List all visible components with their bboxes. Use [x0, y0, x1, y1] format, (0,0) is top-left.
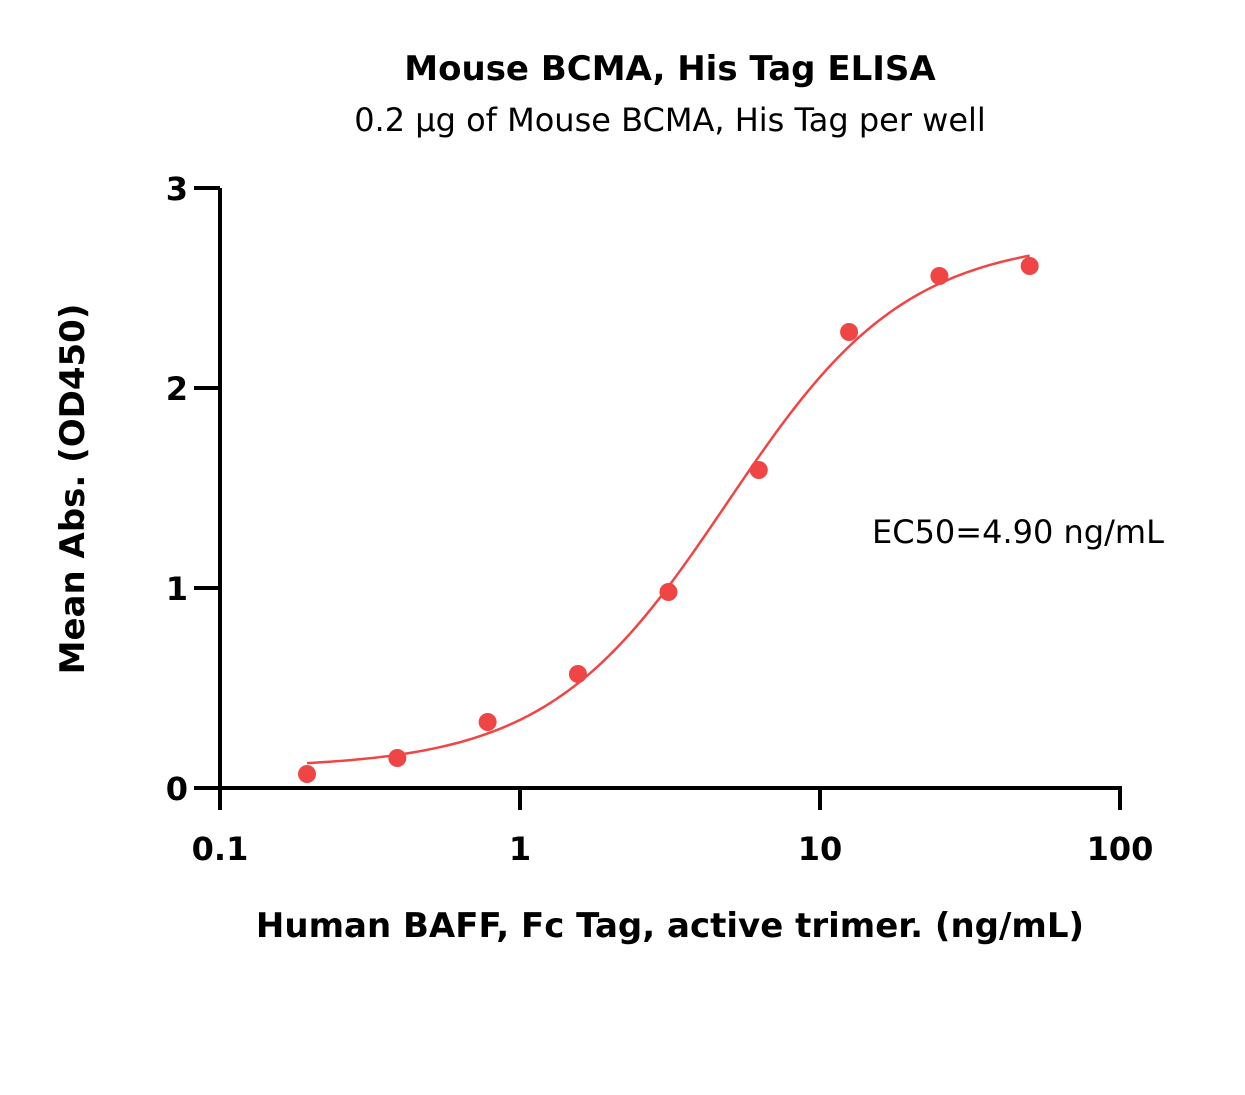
x-tick-label: 10	[798, 830, 843, 868]
data-point	[388, 749, 407, 767]
y-tick-label: 3	[166, 170, 188, 208]
data-point	[478, 713, 497, 731]
y-axis-label: Mean Abs. (OD450)	[53, 304, 93, 675]
x-ticks: 0.1 1 10 100	[192, 788, 1154, 868]
data-point	[298, 765, 317, 783]
data-point	[568, 665, 587, 683]
y-tick-label: 1	[166, 570, 188, 608]
chart-title: Mouse BCMA, His Tag ELISA	[404, 49, 936, 89]
x-tick-label: 1	[509, 830, 531, 868]
data-point	[930, 267, 949, 285]
x-tick-label: 0.1	[192, 830, 249, 868]
chart-subtitle: 0.2 µg of Mouse BCMA, His Tag per well	[354, 101, 986, 139]
x-axis-label: Human BAFF, Fc Tag, active trimer. (ng/m…	[256, 906, 1084, 946]
data-point	[749, 461, 768, 479]
y-tick-label: 0	[166, 770, 188, 808]
ec50-annotation: EC50=4.90 ng/mL	[872, 513, 1164, 551]
data-point	[840, 323, 859, 341]
x-tick-label: 100	[1087, 830, 1154, 868]
y-ticks: 0 1 2 3	[166, 170, 220, 808]
y-tick-label: 2	[166, 370, 188, 408]
data-point	[1020, 257, 1039, 275]
fit-curve	[306, 254, 1030, 765]
data-points	[298, 257, 1039, 783]
data-point	[659, 583, 678, 601]
